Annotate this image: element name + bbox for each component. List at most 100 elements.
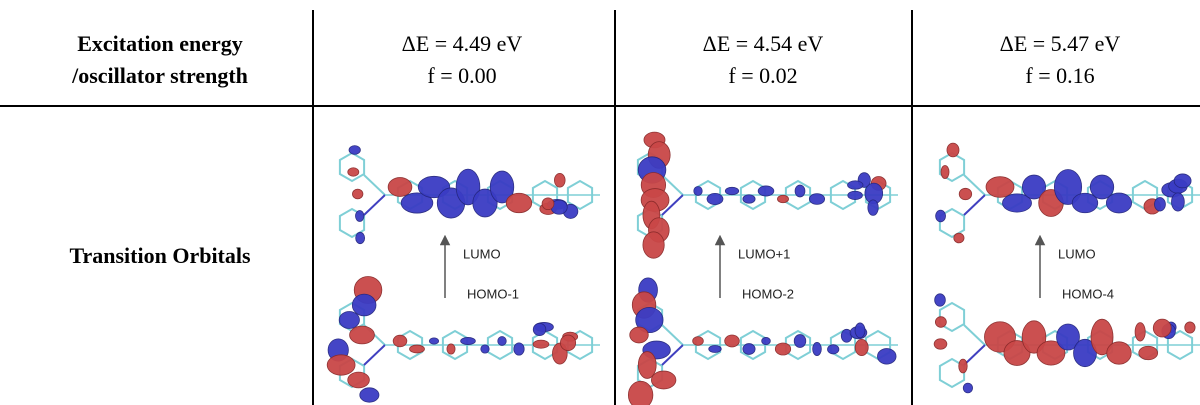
molecule [934, 294, 1200, 393]
upper-orbital: LUMO+1 [738, 246, 790, 261]
orbital-lobe [349, 146, 360, 155]
orbital-table: Excitation energy /oscillator strength Δ… [0, 0, 1200, 405]
orbital-lobe [959, 359, 968, 373]
orbital-lobe [694, 187, 702, 196]
orbital-lobe [410, 345, 425, 353]
orbital-lobe [935, 317, 946, 328]
orbital-lobe [360, 388, 379, 402]
oscillator-strength: f = 0.02 [728, 63, 797, 88]
orbital-panel: LUMO HOMO-1 [327, 146, 600, 403]
orbital-lobe [1174, 174, 1191, 188]
orbital-lobe [339, 311, 359, 328]
orbital-lobe [447, 344, 455, 354]
orbital-lobe [963, 383, 972, 393]
orbital-lobe [628, 381, 653, 405]
orbital-lobe [848, 191, 863, 199]
orbital-lobe [795, 185, 805, 197]
bond [364, 195, 385, 215]
orbital-lobe [941, 165, 949, 178]
orbital-lobe [986, 177, 1014, 198]
lower-orbital: HOMO-4 [1062, 286, 1114, 301]
orbital-lobe [947, 143, 959, 157]
orbital-lobe [352, 189, 362, 199]
orbital-lobe [709, 346, 722, 353]
orbital-lobe [813, 342, 822, 355]
bond [964, 325, 985, 345]
excitation-energy: ΔE = 4.54 eV [703, 31, 824, 56]
orbital-lobe [1171, 193, 1184, 211]
excitation-energy: ΔE = 5.47 eV [1000, 31, 1121, 56]
orbital-lobe [954, 233, 964, 243]
orbital-lobe [348, 168, 359, 176]
bond [364, 175, 385, 195]
ring [340, 153, 364, 181]
orbital-lobe [352, 294, 376, 316]
orbital-lobe [775, 343, 790, 355]
excitation-energy: ΔE = 4.49 eV [402, 31, 523, 56]
header-label: /oscillator strength [71, 63, 248, 88]
lower-orbital: HOMO-1 [467, 286, 519, 301]
orbital-lobe [935, 294, 946, 306]
orbital-lobe [855, 339, 868, 355]
molecule [327, 277, 600, 403]
orbital-lobe [959, 188, 972, 199]
orbital-lobe [356, 232, 365, 243]
lower-orbital: HOMO-2 [742, 286, 794, 301]
orbital-lobe [643, 232, 664, 258]
orbital-lobe [638, 352, 656, 379]
orbital-lobe [743, 195, 755, 204]
bond [964, 345, 985, 365]
molecule [936, 143, 1200, 243]
orbital-lobe [1154, 197, 1165, 211]
orbital-panel: LUMO+1 HOMO-2 [628, 132, 898, 405]
orbital-lobe [498, 337, 507, 346]
bond [364, 345, 385, 365]
orbital-lobe [461, 337, 476, 344]
orbital-lobe [777, 195, 788, 202]
orbital-lobe [877, 349, 896, 365]
orbital-lobe [725, 335, 740, 347]
header-label: Excitation energy [77, 31, 243, 56]
bond [662, 325, 683, 345]
orbital-lobe [809, 194, 824, 205]
orbital-lobe [514, 343, 524, 355]
orbital-lobe [393, 335, 407, 347]
orbital-lobe [1185, 322, 1195, 333]
orbital-lobe [1107, 342, 1131, 364]
orbital-lobe [506, 193, 532, 212]
orbital-lobe [1153, 319, 1171, 337]
upper-orbital: LUMO [463, 246, 501, 261]
orbital-lobe [481, 345, 489, 353]
orbital-lobe [542, 198, 554, 210]
orbital-lobe [1139, 346, 1158, 360]
orbital-lobe [388, 178, 412, 197]
orbital-lobe [934, 339, 947, 350]
orbital-lobe [651, 371, 675, 389]
oscillator-strength: f = 0.00 [427, 63, 496, 88]
row-label: Transition Orbitals [69, 243, 251, 268]
orbital-lobe [1106, 193, 1131, 213]
orbital-lobe [743, 344, 755, 355]
orbital-lobe [794, 335, 806, 348]
orbital-lobe [855, 323, 865, 338]
orbital-lobe [848, 181, 863, 189]
orbital-lobe [693, 337, 704, 346]
orbital-lobe [725, 187, 738, 194]
orbital-lobe [533, 340, 549, 348]
orbital-lobe [762, 337, 771, 344]
molecule [340, 146, 600, 244]
orbital-lobe [828, 345, 839, 354]
orbital-lobe [758, 186, 774, 196]
molecule [638, 132, 898, 258]
orbital-lobe [1135, 323, 1145, 341]
orbital-lobe [936, 210, 946, 222]
orbital-lobe [868, 200, 878, 216]
oscillator-strength: f = 0.16 [1025, 63, 1094, 88]
orbital-lobe [630, 327, 649, 343]
orbital-lobe [554, 173, 565, 187]
orbital-lobe [355, 211, 363, 222]
orbital-lobe [348, 372, 370, 388]
orbital-lobe [560, 335, 575, 351]
